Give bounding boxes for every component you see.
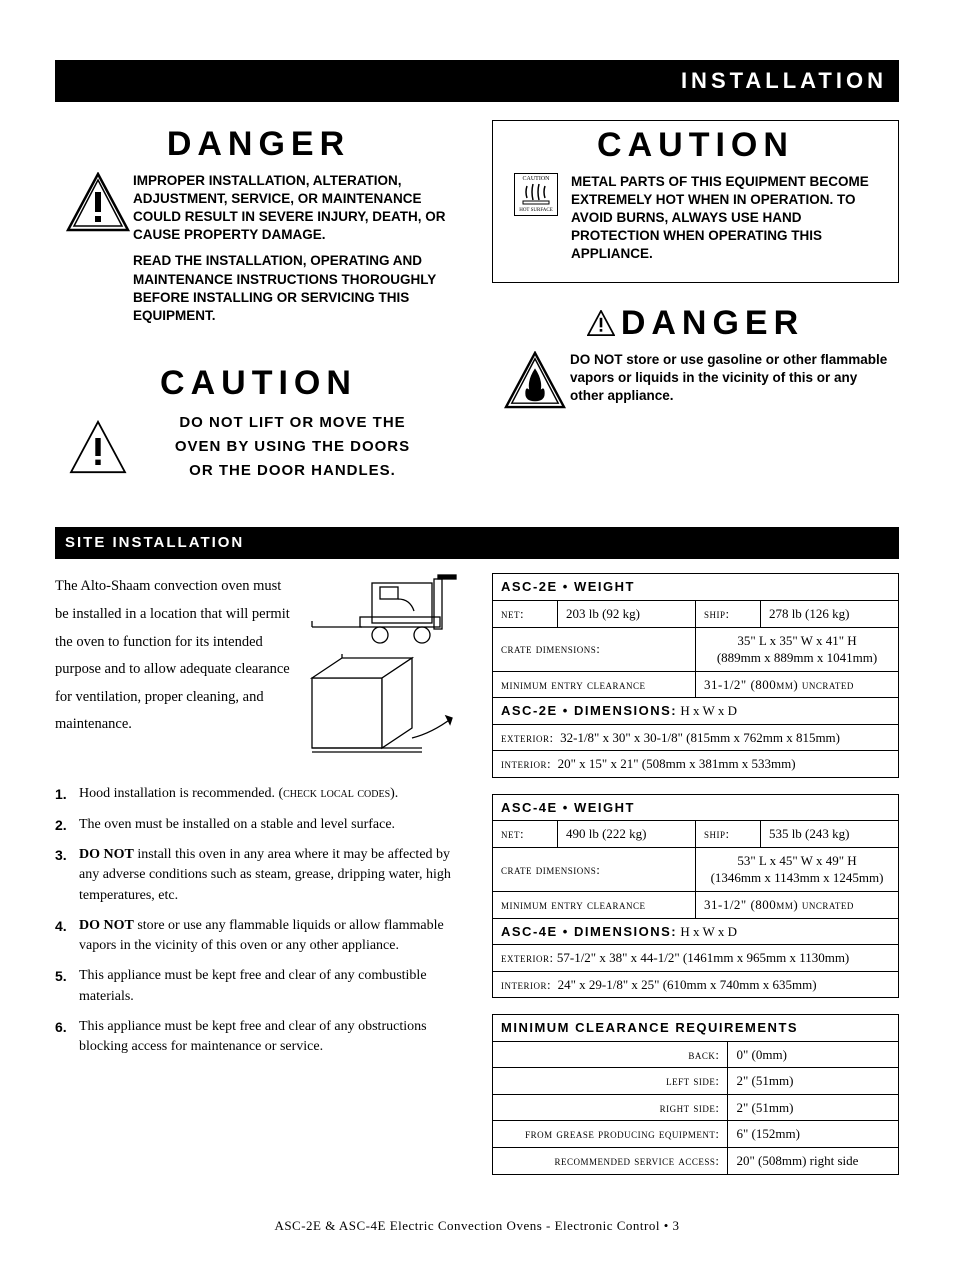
asc2e-table: ASC-2E • WEIGHT net: 203 lb (92 kg) ship…: [492, 573, 899, 777]
asc4e-crate-v1: 53" L x 45" W x 49" H: [737, 853, 856, 868]
page-footer: ASC-2E & ASC-4E Electric Convection Oven…: [55, 1217, 899, 1235]
asc2e-ext-val: 32-1/8" x 30" x 30-1/8" (815mm x 762mm x…: [560, 730, 840, 745]
clr-grease-v: 6" (152mm): [728, 1121, 899, 1148]
danger-text-left: IMPROPER INSTALLATION, ALTERATION, ADJUS…: [133, 172, 452, 334]
asc2e-ship-label: ship:: [704, 606, 730, 621]
step-3b: install this oven in any area where it m…: [79, 847, 451, 903]
step-6: This appliance must be kept free and cle…: [55, 1017, 462, 1058]
asc2e-net-label: net:: [501, 606, 524, 621]
clearance-head: MINIMUM CLEARANCE REQUIREMENTS: [493, 1015, 899, 1042]
asc4e-min-val: 31-1/2" (800mm) uncrated: [704, 897, 854, 912]
asc4e-ext-val: 57-1/2" x 38" x 44-1/2" (1461mm x 965mm …: [557, 950, 849, 965]
asc4e-weight-head: ASC-4E • WEIGHT: [493, 794, 899, 821]
danger-box-right: DANGER DO NOT store or use gasoline or o…: [492, 299, 899, 424]
asc4e-int-label: interior:: [501, 977, 551, 992]
asc2e-crate-v2: (889mm x 889mm x 1041mm): [717, 650, 877, 665]
asc4e-dim-head-main: ASC-4E • DIMENSIONS:: [501, 924, 677, 939]
asc4e-ship-val: 535 lb (243 kg): [760, 821, 898, 848]
site-title: SITE INSTALLATION: [65, 534, 244, 551]
caution-l2: OVEN BY USING THE DOORS: [175, 438, 410, 455]
asc4e-crate-label: crate dimensions:: [501, 862, 600, 877]
danger-title-left: DANGER: [55, 120, 462, 168]
danger-p2: READ THE INSTALLATION, OPERATING AND MAI…: [133, 252, 452, 325]
step-4a: DO NOT: [79, 918, 134, 933]
asc2e-min-label: minimum entry clearance: [501, 677, 646, 692]
clr-svc-v: 20" (508mm) right side: [728, 1147, 899, 1174]
asc2e-crate-v1: 35" L x 35" W x 41" H: [737, 633, 856, 648]
site-installation-bar: SITE INSTALLATION: [55, 527, 899, 559]
clr-back-l: back:: [493, 1041, 728, 1068]
site-intro: The Alto-Shaam convection oven must be i…: [55, 573, 290, 770]
step-4: DO NOT store or use any flammable liquid…: [55, 916, 462, 957]
asc2e-net-val: 203 lb (92 kg): [557, 601, 695, 628]
danger-right-p: DO NOT store or use gasoline or other fl…: [570, 351, 889, 406]
clr-left-l: left side:: [493, 1068, 728, 1095]
footer-text: ASC-2E & ASC-4E Electric Convection Oven…: [274, 1218, 679, 1233]
asc2e-ext-label: exterior:: [501, 730, 554, 745]
caution-title-left: CAUTION: [55, 359, 462, 407]
header-title: INSTALLATION: [681, 68, 887, 93]
caution-right-p: METAL PARTS OF THIS EQUIPMENT BECOME EXT…: [571, 173, 888, 264]
asc4e-ship-label: ship:: [704, 826, 730, 841]
caution-text-right: METAL PARTS OF THIS EQUIPMENT BECOME EXT…: [571, 173, 888, 272]
asc2e-int-label: interior:: [501, 756, 551, 771]
caution-box-left: CAUTION DO NOT LIFT OR MOVE THE OVEN BY …: [55, 359, 462, 493]
flame-warning-icon: [500, 351, 570, 409]
clr-right-v: 2" (51mm): [728, 1094, 899, 1121]
warning-row: DANGER IMPROPER INSTALLATION, ALTERATION…: [55, 120, 899, 510]
asc2e-ship-val: 278 lb (126 kg): [760, 601, 898, 628]
asc2e-dim-head-sub: H x W x D: [677, 703, 737, 718]
caution-l3: OR THE DOOR HANDLES.: [189, 462, 396, 479]
clr-back-v: 0" (0mm): [728, 1041, 899, 1068]
asc2e-dim-head-main: ASC-2E • DIMENSIONS:: [501, 703, 677, 718]
asc4e-dim-head-sub: H x W x D: [677, 924, 737, 939]
hot-surface-icon: CAUTION HOT SURFACE: [501, 173, 571, 216]
asc4e-dim-head: ASC-4E • DIMENSIONS: H x W x D: [493, 918, 899, 945]
asc4e-ext-label: exterior:: [501, 950, 554, 965]
asc4e-table: ASC-4E • WEIGHT net: 490 lb (222 kg) shi…: [492, 794, 899, 998]
asc2e-weight-head: ASC-2E • WEIGHT: [493, 574, 899, 601]
caution-box-right: CAUTION CAUTION HOT SURFACE METAL PARTS …: [492, 120, 899, 283]
clearance-table: MINIMUM CLEARANCE REQUIREMENTS back: 0" …: [492, 1014, 899, 1174]
step-2: The oven must be installed on a stable a…: [55, 815, 462, 835]
asc2e-int-val: 20" x 15" x 21" (508mm x 381mm x 533mm): [558, 756, 796, 771]
asc4e-net-label: net:: [501, 826, 524, 841]
asc4e-net-val: 490 lb (222 kg): [557, 821, 695, 848]
steps-list: Hood installation is recommended. (check…: [55, 784, 462, 1057]
danger-title-right: DANGER: [492, 299, 899, 347]
warning-triangle-icon: [63, 420, 133, 474]
asc2e-min-val: 31-1/2" (800mm) uncrated: [704, 677, 854, 692]
danger-text-right: DO NOT store or use gasoline or other fl…: [570, 351, 889, 414]
asc4e-int-val: 24" x 29-1/8" x 25" (610mm x 740mm x 635…: [558, 977, 817, 992]
danger-box-left: DANGER IMPROPER INSTALLATION, ALTERATION…: [55, 120, 462, 344]
asc2e-crate-label: crate dimensions:: [501, 641, 600, 656]
clr-svc-l: recommended service access:: [493, 1147, 728, 1174]
asc2e-dim-head: ASC-2E • DIMENSIONS: H x W x D: [493, 698, 899, 725]
step-3: DO NOT install this oven in any area whe…: [55, 845, 462, 906]
clr-left-v: 2" (51mm): [728, 1068, 899, 1095]
clr-grease-l: from grease producing equipment:: [493, 1121, 728, 1148]
step-4b: store or use any flammable liquids or al…: [79, 918, 444, 953]
asc4e-min-label: minimum entry clearance: [501, 897, 646, 912]
danger-right-title-text: DANGER: [621, 304, 804, 342]
header-bar: INSTALLATION: [55, 60, 899, 102]
clr-right-l: right side:: [493, 1094, 728, 1121]
step-1: Hood installation is recommended. (check…: [55, 784, 462, 804]
step-1a: Hood installation is recommended.: [79, 786, 275, 801]
warning-triangle-icon: [63, 172, 133, 232]
caution-title-right: CAUTION: [493, 121, 898, 169]
step-1b: (check local codes).: [278, 786, 398, 801]
step-3a: DO NOT: [79, 847, 134, 862]
site-row: The Alto-Shaam convection oven must be i…: [55, 573, 899, 1190]
caution-l1: DO NOT LIFT OR MOVE THE: [179, 414, 405, 431]
asc4e-crate-v2: (1346mm x 1143mm x 1245mm): [711, 870, 884, 885]
danger-p1: IMPROPER INSTALLATION, ALTERATION, ADJUS…: [133, 172, 452, 245]
step-5: This appliance must be kept free and cle…: [55, 966, 462, 1007]
forklift-icon: [302, 573, 462, 770]
caution-text-left: DO NOT LIFT OR MOVE THE OVEN BY USING TH…: [133, 411, 452, 483]
